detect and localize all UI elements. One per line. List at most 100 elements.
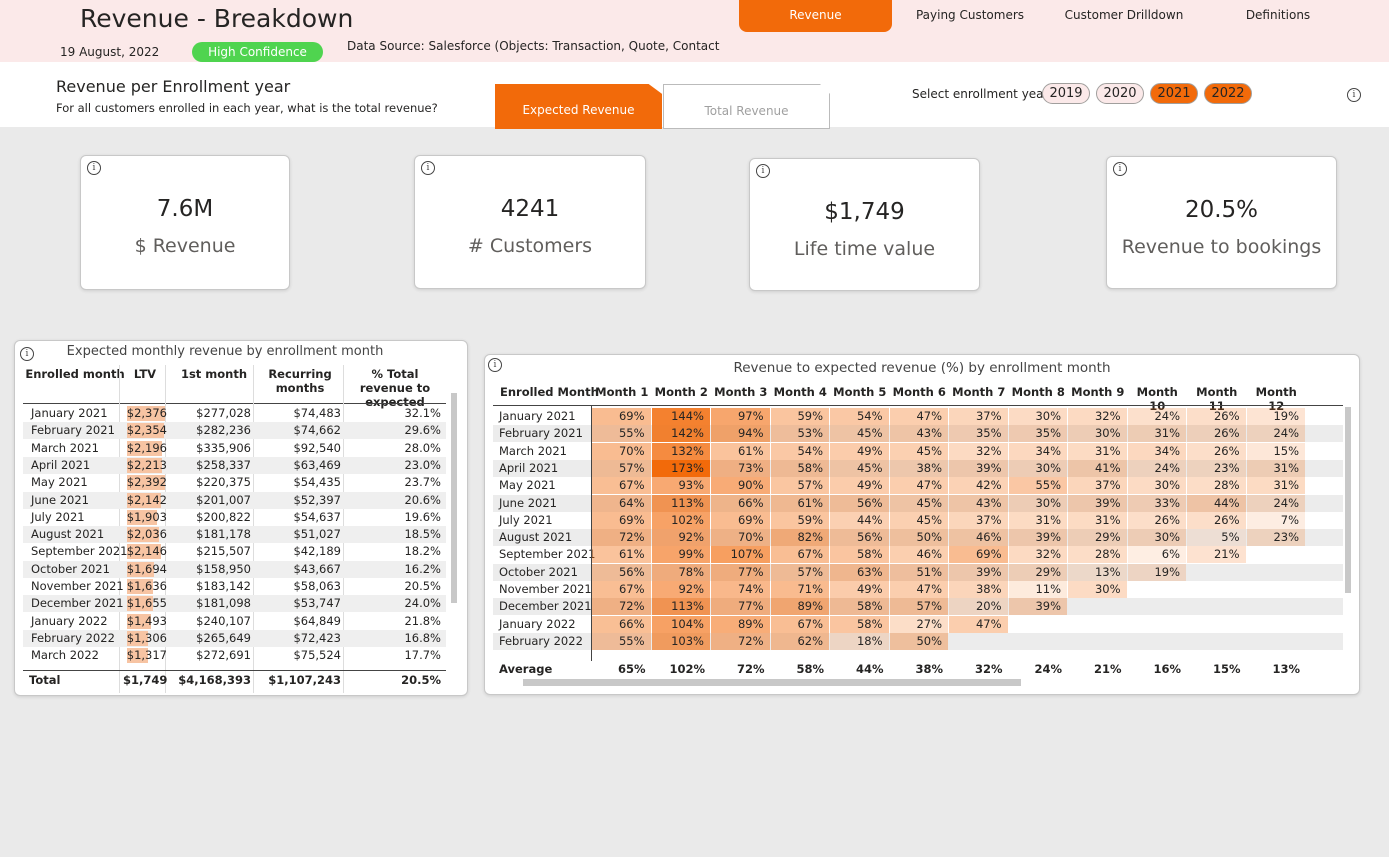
- nav-button[interactable]: Paying Customers: [915, 8, 1025, 22]
- table-cell: $220,375: [196, 475, 251, 490]
- heat-cell: 15%: [1246, 442, 1305, 460]
- tab[interactable]: Expected Revenue: [495, 84, 662, 129]
- table-cell: $53,747: [293, 596, 341, 611]
- heat-cell: 132%: [651, 442, 710, 460]
- heat-cell: 72%: [592, 598, 651, 616]
- heat-cell: 32%: [949, 442, 1008, 460]
- heat-cell: 77%: [711, 598, 770, 616]
- heat-cell: 66%: [592, 615, 651, 633]
- ltv-bar: [127, 527, 160, 543]
- heat-cell: 104%: [651, 615, 710, 633]
- year-pill[interactable]: 2020: [1096, 83, 1144, 104]
- year-pill[interactable]: 2021: [1150, 83, 1198, 104]
- year-pill[interactable]: 2019: [1042, 83, 1090, 104]
- table-cell: $54,435: [293, 475, 341, 490]
- row-label: April 2021: [499, 460, 559, 475]
- heat-cell: 58%: [770, 459, 829, 477]
- table-cell: $2,354: [126, 423, 167, 438]
- column-header: Month 9: [1071, 385, 1125, 399]
- heat-cell: 69%: [592, 408, 651, 425]
- average-cell: 72%: [711, 661, 771, 678]
- average-cell: 65%: [592, 661, 652, 678]
- table-cell: July 2021: [31, 509, 85, 524]
- row-label: July 2021: [499, 512, 553, 527]
- kpi-value: 4241: [500, 196, 560, 222]
- heat-cell: 31%: [1008, 511, 1067, 529]
- info-icon[interactable]: i: [1347, 88, 1361, 102]
- nav-button[interactable]: Definitions: [1245, 8, 1311, 22]
- heat-cell: 13%: [1068, 563, 1127, 581]
- heat-cell: 173%: [651, 459, 710, 477]
- heat-cell: 67%: [592, 477, 651, 495]
- heat-cell: 34%: [1008, 442, 1067, 460]
- heat-cell: 26%: [1187, 511, 1246, 529]
- heat-cell: 21%: [1187, 546, 1246, 564]
- average-cell: 16%: [1127, 661, 1187, 678]
- heat-cell: 32%: [1008, 546, 1067, 564]
- heat-cell: 90%: [711, 477, 770, 495]
- average-cell: 24%: [1008, 661, 1068, 678]
- average-cell: 38%: [889, 661, 949, 678]
- table-cell: November 2021: [31, 579, 124, 593]
- heat-cell: 103%: [651, 632, 710, 650]
- tab[interactable]: Total Revenue: [663, 84, 830, 129]
- row-label: December 2021: [499, 599, 592, 614]
- table-cell: $1,655: [126, 596, 167, 611]
- column-header: Month 6: [892, 385, 946, 399]
- heat-cell: 44%: [1187, 494, 1246, 512]
- table-cell: $2,142: [126, 492, 167, 507]
- info-icon[interactable]: i: [1113, 162, 1127, 176]
- heat-cell: 78%: [651, 563, 710, 581]
- info-icon[interactable]: i: [87, 161, 101, 175]
- column-header: % Total revenue to expected: [359, 367, 431, 409]
- table-cell: $2,036: [126, 527, 167, 542]
- table-cell: 24.0%: [404, 596, 441, 611]
- table-cell: $58,063: [293, 579, 341, 593]
- ltv-bar: [127, 440, 162, 456]
- table-cell: $265,649: [196, 630, 251, 645]
- heat-cell: 99%: [651, 546, 710, 564]
- row-label: August 2021: [499, 530, 573, 545]
- heat-cell: 18%: [830, 632, 889, 650]
- table-cell: $282,236: [196, 423, 251, 438]
- heat-cell: 29%: [1008, 563, 1067, 581]
- ltv-bar: [127, 648, 148, 664]
- info-icon[interactable]: i: [421, 161, 435, 175]
- table-cell: September 2021: [31, 544, 128, 559]
- heat-cell: 77%: [711, 563, 770, 581]
- info-icon[interactable]: i: [488, 358, 502, 372]
- column-header: Month 5: [833, 385, 887, 399]
- table-cell: 17.7%: [404, 648, 441, 663]
- heat-cell: 89%: [711, 615, 770, 633]
- kpi-label: # Customers: [467, 235, 593, 257]
- ltv-bar: [127, 457, 163, 473]
- info-icon[interactable]: i: [756, 164, 770, 178]
- table-cell: $75,524: [293, 648, 341, 663]
- heat-cell: 44%: [830, 511, 889, 529]
- heat-cell: 55%: [592, 632, 651, 650]
- row-label: February 2022: [499, 633, 583, 648]
- info-icon[interactable]: i: [20, 347, 34, 361]
- page-title: Revenue - Breakdown: [80, 4, 354, 33]
- table-cell: 28.0%: [404, 440, 441, 455]
- heat-cell: 28%: [1187, 477, 1246, 495]
- nav-button[interactable]: Customer Drilldown: [1064, 8, 1184, 22]
- heat-cell: 31%: [1068, 511, 1127, 529]
- year-pill[interactable]: 2022: [1204, 83, 1252, 104]
- row-label: March 2021: [499, 443, 567, 458]
- heat-cell: 55%: [592, 425, 651, 443]
- column-header: Recurring months: [268, 367, 332, 395]
- table-cell: $63,469: [293, 457, 341, 472]
- heat-cell: 31%: [1246, 459, 1305, 477]
- table-cell: February 2022: [31, 630, 115, 645]
- heat-cell: 56%: [830, 529, 889, 547]
- nav-button[interactable]: Revenue: [739, 0, 892, 32]
- heat-cell: 92%: [651, 529, 710, 547]
- heat-cell: 56%: [592, 563, 651, 581]
- ltv-bar: [127, 544, 162, 560]
- heat-cell: 31%: [1246, 477, 1305, 495]
- heat-cell: 29%: [1068, 529, 1127, 547]
- heat-cell: 35%: [949, 425, 1008, 443]
- column-header: Month 4: [773, 385, 827, 399]
- table-cell: June 2021: [31, 492, 89, 507]
